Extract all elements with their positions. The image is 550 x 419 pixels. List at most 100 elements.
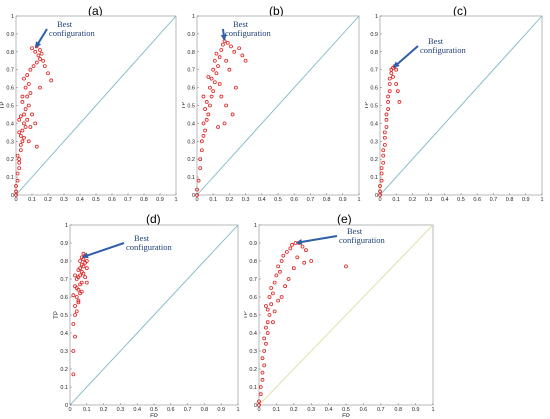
data-point <box>262 349 267 353</box>
data-point <box>217 82 222 86</box>
y-tick-label: 0.2 <box>60 367 68 373</box>
chart-b: 0 0.1 0.2 0.3 0.4 0.5 0.6 0.7 0.8 0.9 1 0 0.1 0.2 0.3 0… <box>182 14 361 203</box>
data-point <box>286 277 291 281</box>
data-point <box>290 242 294 247</box>
data-point <box>208 103 212 108</box>
data-point <box>17 160 22 165</box>
data-point <box>258 385 263 389</box>
data-point <box>304 248 308 253</box>
data-point <box>20 128 25 133</box>
data-point <box>260 370 265 375</box>
data-point <box>38 57 42 61</box>
y-tick-label: 0.8 <box>370 50 378 56</box>
y-axis-title-d: TP <box>54 311 60 319</box>
data-point <box>391 74 395 79</box>
data-point <box>271 320 275 325</box>
x-tick-label: 0.1 <box>83 407 91 413</box>
x-tick-label: 0.1 <box>209 197 217 203</box>
x-tick-label: 0.4 <box>76 197 84 203</box>
data-point <box>378 193 382 197</box>
data-point <box>344 264 348 269</box>
x-axis-title-e: FP <box>342 414 350 417</box>
x-tick-label: 0.2 <box>44 197 52 203</box>
panel-label-d: (d) <box>146 212 161 226</box>
data-point <box>276 298 281 303</box>
diagonal-line-b <box>196 15 360 196</box>
y-tick-label: 0.1 <box>6 175 14 181</box>
data-point <box>378 184 382 188</box>
diagonal-line-c <box>379 15 543 196</box>
data-point <box>22 135 26 140</box>
data-point <box>15 171 20 176</box>
data-point <box>201 94 206 99</box>
x-tick-label: 0.6 <box>108 197 116 203</box>
data-point <box>258 392 263 397</box>
x-tick-label: 0.8 <box>506 197 514 203</box>
data-point <box>42 64 47 69</box>
x-tick-label: 0.3 <box>60 197 68 203</box>
y-tick-label: 0 <box>65 403 68 409</box>
y-tick-label: 0.6 <box>370 86 378 92</box>
data-point <box>257 403 261 407</box>
data-point <box>279 259 284 263</box>
data-point <box>209 94 214 99</box>
y-tick-label: 1 <box>192 14 195 20</box>
annotation-text: Best <box>134 233 150 243</box>
x-tick-label: 0.3 <box>242 197 250 203</box>
data-point <box>14 193 18 197</box>
x-tick-label: 1 <box>431 407 434 413</box>
x-tick-label: 0.8 <box>394 407 402 413</box>
diagonal-line-e <box>258 224 434 406</box>
annotation-text: Best <box>233 19 249 29</box>
x-tick-label: 0.7 <box>124 197 132 203</box>
data-point <box>214 51 219 56</box>
y-tick-label: 0.1 <box>187 175 195 181</box>
data-point <box>74 309 79 314</box>
y-tick-label: 0.2 <box>187 157 195 163</box>
data-point <box>74 295 79 299</box>
diagonal-line-a <box>15 15 177 196</box>
data-point <box>224 103 229 108</box>
data-point <box>212 80 217 85</box>
y-tick-label: 0.9 <box>6 32 14 38</box>
x-tick-label: 1 <box>540 197 543 203</box>
annotation-arrow-head <box>220 34 227 42</box>
data-point <box>198 166 203 171</box>
data-point <box>14 189 18 194</box>
y-tick-label: 1 <box>65 223 68 229</box>
data-point <box>381 148 386 153</box>
y-tick-label: 0.4 <box>6 121 14 127</box>
data-point <box>219 48 224 52</box>
y-tick-label: 0.3 <box>60 349 68 355</box>
data-point <box>71 322 76 326</box>
y-tick-label: 0 <box>192 193 195 199</box>
data-point <box>269 286 274 290</box>
x-tick-label: 0.2 <box>100 407 108 413</box>
data-point <box>295 255 300 260</box>
annotation-text: configuration <box>420 45 467 55</box>
data-point <box>41 58 46 63</box>
y-tick-label: 0.3 <box>6 139 14 145</box>
data-point <box>284 250 289 254</box>
data-point <box>394 82 399 86</box>
y-tick-label: 0.5 <box>60 313 68 319</box>
x-tick-label: 0 <box>378 197 381 203</box>
y-tick-label: 0.7 <box>6 68 14 74</box>
data-point <box>379 166 384 171</box>
data-point <box>22 121 26 126</box>
data-point <box>211 89 216 94</box>
data-point <box>49 78 54 83</box>
chart-d: 0 0.1 0.2 0.3 0.4 0.5 0.6 0.7 0.8 0.9 1 0 0.1 0.2 0.3 0… <box>54 223 240 417</box>
data-point <box>240 53 245 58</box>
data-point <box>382 130 387 135</box>
x-tick-label: 0 <box>195 197 198 203</box>
data-point <box>232 49 237 54</box>
data-point <box>201 134 206 138</box>
data-point <box>233 85 238 90</box>
data-point <box>28 67 33 72</box>
annotation-text: Best <box>347 226 363 236</box>
data-point <box>288 246 293 251</box>
x-tick-label: 0.1 <box>392 197 400 203</box>
y-tick-label: 0.5 <box>6 104 14 110</box>
data-point <box>36 53 41 58</box>
